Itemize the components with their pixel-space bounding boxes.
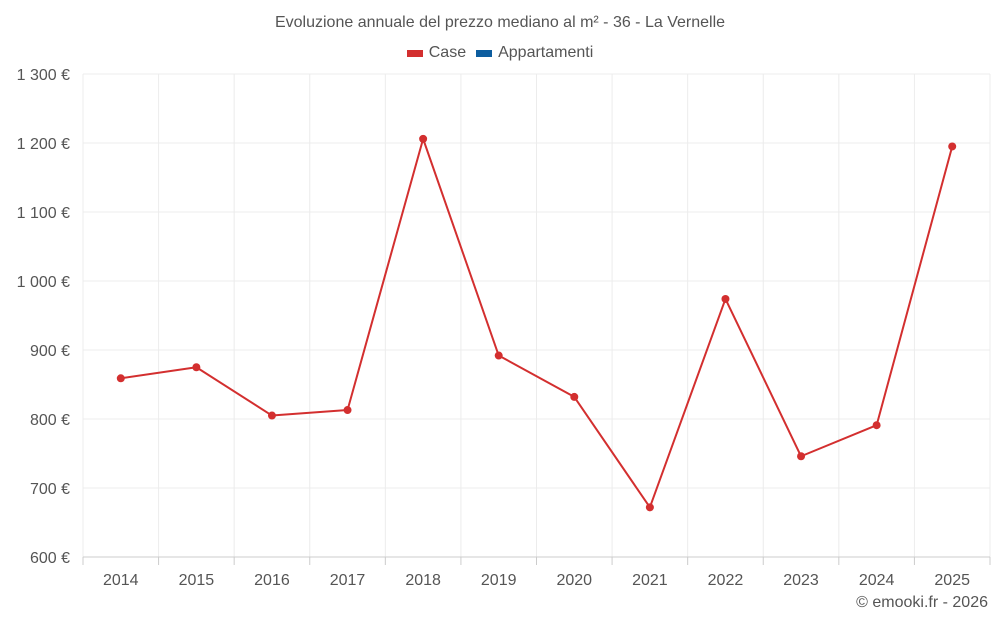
data-point: [948, 142, 957, 151]
credit: © emooki.fr - 2026: [856, 594, 988, 611]
y-tick-label: 1 300 €: [17, 67, 70, 84]
x-tick-label: 2021: [632, 572, 668, 589]
data-point: [570, 392, 579, 401]
y-tick-label: 800 €: [30, 412, 70, 429]
x-tick-label: 2018: [405, 572, 441, 589]
y-tick-label: 700 €: [30, 481, 70, 498]
data-point: [419, 134, 428, 143]
data-point: [494, 351, 503, 360]
x-tick-label: 2022: [708, 572, 744, 589]
x-tick-label: 2016: [254, 572, 290, 589]
data-point: [267, 411, 276, 420]
legend-item-appartamenti[interactable]: Appartamenti: [476, 44, 593, 62]
data-point: [192, 363, 201, 372]
x-tick-label: 2017: [330, 572, 366, 589]
x-tick-label: 2025: [934, 572, 970, 589]
chart-title: Evoluzione annuale del prezzo mediano al…: [274, 14, 726, 31]
legend: Case Appartamenti: [0, 44, 1000, 62]
y-tick-label: 600 €: [30, 550, 70, 567]
y-tick-label: 1 200 €: [17, 136, 70, 153]
x-tick-label: 2014: [103, 572, 139, 589]
y-tick-label: 1 100 €: [17, 205, 70, 222]
data-point: [343, 406, 352, 415]
series-line-case: [120, 137, 954, 509]
x-tick-label: 2019: [481, 572, 517, 589]
legend-item-case[interactable]: Case: [406, 44, 467, 62]
y-tick-label: 900 €: [30, 343, 70, 360]
data-point: [116, 374, 125, 383]
y-tick-label: 1 000 €: [17, 274, 70, 291]
legend-swatch-appartamenti: [476, 49, 493, 57]
data-point: [872, 421, 881, 430]
x-tick-label: 2024: [859, 572, 895, 589]
legend-label-appartamenti: Appartamenti: [498, 44, 594, 61]
x-tick-label: 2020: [556, 572, 592, 589]
data-point: [721, 294, 730, 303]
legend-label-case: Case: [428, 44, 467, 61]
data-point: [797, 452, 806, 461]
legend-swatch-case: [406, 49, 423, 57]
x-tick-label: 2015: [179, 572, 215, 589]
data-point: [645, 503, 654, 512]
x-tick-label: 2023: [783, 572, 819, 589]
